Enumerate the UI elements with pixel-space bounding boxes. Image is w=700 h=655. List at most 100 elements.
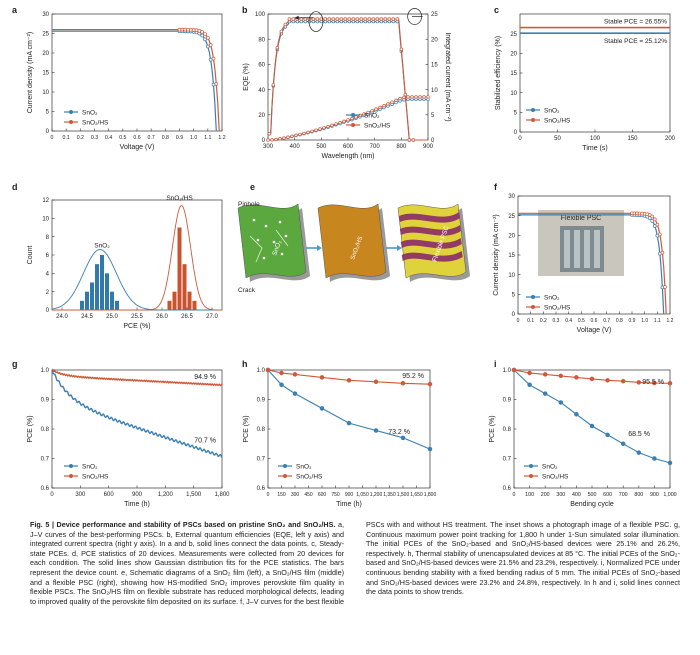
pinhole-dot: [272, 240, 276, 244]
legend-sno2-text: SnO₂: [82, 463, 98, 470]
x-tick-label: 0.4: [105, 135, 112, 141]
data-point-sno2hs: [279, 370, 284, 376]
jv-marker: [214, 82, 219, 86]
integrated-marker: [318, 127, 322, 131]
x-axis-label: Time (s): [582, 145, 607, 152]
integrated-marker: [298, 132, 302, 137]
x-tick-label: 300: [75, 492, 86, 498]
x-tick-label: 300: [556, 492, 565, 498]
final-pce-sno2: 68.5 %: [628, 431, 650, 438]
jv-marker: [205, 44, 210, 49]
x-tick-label: 0.1: [63, 135, 70, 141]
histogram-bar-sno2hs: [167, 300, 172, 310]
legend-sno2-marker: [529, 464, 533, 468]
figure-caption: Fig. 5 | Device performance and stabilit…: [30, 520, 680, 606]
integrated-marker: [354, 115, 358, 119]
x-tick-label: 450: [304, 492, 313, 498]
integrated-marker: [390, 100, 394, 104]
integrated-marker: [382, 104, 386, 108]
data-point-sno2hs: [527, 370, 532, 376]
integrated-marker: [278, 137, 282, 141]
x-axis-label: Time (h): [124, 501, 150, 508]
legend-sno2hs-marker: [529, 474, 533, 478]
integrated-marker: [322, 126, 326, 130]
y-tick-label: 8: [46, 235, 50, 241]
y-tick-label: 1.0: [257, 368, 266, 374]
y-tick-label: 0.7: [257, 457, 266, 463]
integrated-marker: [326, 124, 330, 129]
x-tick-label: 1,650: [410, 492, 423, 498]
plot-frame-i: [513, 369, 671, 489]
y-tick-label: 0: [262, 138, 266, 144]
y-tick-label: 10: [42, 217, 49, 223]
data-point-sno2: [527, 382, 532, 388]
x-tick-label: 26.0: [156, 314, 168, 320]
data-point-sno2hs: [652, 380, 657, 386]
data-point-sno2: [400, 435, 406, 441]
y-tick-label: 5: [514, 111, 518, 117]
jv-marker: [203, 37, 207, 42]
eqe-marker: [283, 22, 288, 27]
y-tick-label: 0.6: [41, 486, 50, 492]
panel-label-b: b: [242, 5, 248, 15]
eqe-marker: [391, 17, 396, 21]
sno2hs-film-schematic: [317, 203, 390, 282]
figure-panels: a 0 0.1 0.2 0.3 0.4 0.5 0.6 0.7 0.8 0.9 1.0 1.1 1.2 0 5…: [12, 5, 677, 508]
y-tick-label: 60: [258, 63, 265, 69]
data-point-sno2hs: [265, 367, 271, 373]
x-axis-label: PCE (%): [123, 323, 150, 330]
x-tick-label: 700: [370, 144, 381, 150]
integrated-marker: [402, 95, 406, 99]
x-tick-label: 1.2: [218, 135, 225, 141]
data-point-sno2hs: [667, 381, 673, 386]
eqe-marker: [271, 83, 276, 87]
x-tick-label: 1,500: [397, 492, 410, 498]
left-axis-arrowhead: [294, 15, 299, 20]
y2-tick-label: 20: [431, 37, 438, 43]
eqe-marker: [371, 17, 376, 21]
trend-line-sno2hs: [267, 369, 431, 385]
y-tick-label: 20: [258, 113, 265, 119]
eqe-marker: [363, 17, 368, 21]
y-tick-label: 4: [46, 272, 50, 278]
flexible-psc-schematic-stripe: [400, 238, 462, 249]
y-axis-label: PCE (%): [489, 415, 496, 442]
hist-label-sno2hs: SnO₂/HS: [166, 195, 193, 202]
legend-sno2-text: SnO₂: [542, 463, 558, 470]
data-point-sno2hs: [574, 375, 579, 380]
histogram-bar-sno2hs: [182, 264, 187, 310]
flex-jv-marker: [660, 250, 665, 255]
y-tick-label: 0.9: [503, 398, 512, 404]
plot-frame-d: [51, 199, 223, 311]
data-point-sno2: [652, 456, 657, 461]
y-tick-label: 0.6: [257, 486, 266, 492]
x-tick-label: 600: [104, 492, 115, 498]
eqe-marker: [267, 131, 272, 136]
y-tick-label: 0.8: [257, 427, 266, 433]
x-tick-label: 800: [396, 144, 407, 150]
panel-label-a: a: [12, 5, 18, 15]
data-point-sno2: [319, 406, 325, 411]
x-tick-label: 0: [513, 492, 516, 498]
y-axis-label: Count: [27, 246, 34, 265]
y-tick-label: 2: [46, 290, 50, 296]
x-tick-label: 0: [267, 492, 270, 498]
data-point-sno2: [589, 423, 595, 429]
x-tick-label: 26.5: [181, 314, 193, 320]
flex-jv-marker: [658, 232, 662, 237]
x-tick-label: 0.9: [176, 135, 183, 141]
integrated-marker: [302, 131, 306, 135]
panel-label-h: h: [242, 359, 248, 369]
legend-sno2hs-marker: [69, 474, 73, 478]
y-tick-label: 0.9: [257, 398, 266, 404]
y-tick-label: 5: [512, 293, 516, 299]
data-point-sno2: [558, 400, 564, 405]
pinhole-dot: [280, 252, 284, 256]
y-tick-label: 15: [42, 71, 49, 77]
y-tick-label: 0.8: [41, 427, 50, 433]
legend-sno2-marker: [69, 464, 73, 468]
y-tick-label: 20: [508, 234, 515, 240]
y-axis-label: Stabilized efficiency (%): [495, 36, 502, 110]
x-tick-label: 1.0: [190, 135, 197, 141]
data-point-sno2: [279, 382, 284, 388]
